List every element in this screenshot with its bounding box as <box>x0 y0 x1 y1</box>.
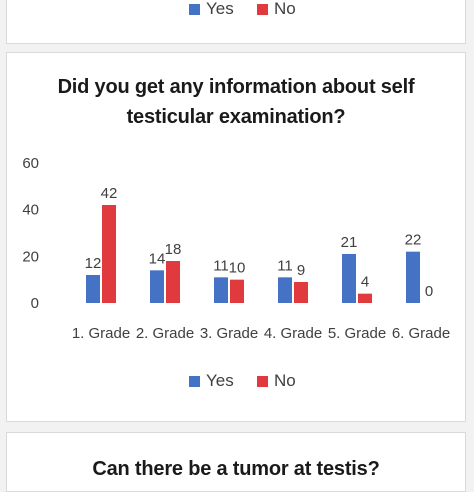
x-tick-label: 3. Grade <box>200 325 258 342</box>
chart-title-line2: testicular examination? <box>126 106 346 128</box>
bar-yes <box>342 254 356 303</box>
next-chart-panel: Can there be a tumor at testis? <box>6 432 466 492</box>
bar-no <box>358 293 372 303</box>
data-label-yes: 11 <box>277 257 293 274</box>
bar-no <box>230 279 244 303</box>
data-label-no: 18 <box>165 241 182 258</box>
data-label-yes: 14 <box>149 250 166 267</box>
data-label-yes: 12 <box>85 255 102 272</box>
data-label-no: 42 <box>101 185 118 202</box>
y-tick-label: 0 <box>31 295 39 312</box>
data-label-no: 9 <box>297 262 305 279</box>
data-label-no: 4 <box>361 274 369 291</box>
data-label-yes: 22 <box>405 232 422 249</box>
bar-yes <box>214 277 228 303</box>
x-tick-label: 4. Grade <box>264 325 322 342</box>
chart-legend-no-label: No <box>274 371 296 390</box>
chart-legend-yes-swatch <box>189 375 200 387</box>
chart-legend-yes-label: Yes <box>206 371 234 390</box>
legend-yes-label: Yes <box>206 0 234 18</box>
chart-legend-no-swatch <box>257 375 268 387</box>
legend-yes: Yes <box>189 0 234 19</box>
y-tick-label: 20 <box>22 248 39 265</box>
x-tick-label: 6. Grade <box>392 325 450 342</box>
legend-no-label: No <box>274 0 296 18</box>
bar-yes <box>86 275 100 303</box>
bar-no <box>102 205 116 303</box>
chart-panel: Did you get any information about self t… <box>6 52 466 422</box>
x-tick-label: 2. Grade <box>136 325 194 342</box>
chart-legend-yes: Yes <box>189 371 234 391</box>
data-label-yes: 11 <box>213 257 229 274</box>
legend-no: No <box>257 0 296 19</box>
legend-no-swatch <box>257 3 268 15</box>
bar-yes <box>278 277 292 303</box>
legend-yes-swatch <box>189 3 200 15</box>
bar-no <box>294 282 308 303</box>
data-label-no: 10 <box>229 260 246 277</box>
chart-legend-no: No <box>257 371 296 391</box>
bar-no <box>166 261 180 303</box>
previous-chart-panel: Yes No <box>6 0 466 44</box>
x-tick-label: 5. Grade <box>328 325 386 342</box>
bar-yes <box>406 251 420 303</box>
x-tick-label: 1. Grade <box>72 325 130 342</box>
data-label-yes: 21 <box>341 234 358 251</box>
bar-yes <box>150 270 164 303</box>
data-label-no: 0 <box>425 283 433 300</box>
chart-title-line1: Did you get any information about self <box>57 76 415 98</box>
next-chart-title: Can there be a tumor at testis? <box>92 458 380 480</box>
y-tick-label: 60 <box>22 155 39 172</box>
y-tick-label: 40 <box>22 202 39 219</box>
